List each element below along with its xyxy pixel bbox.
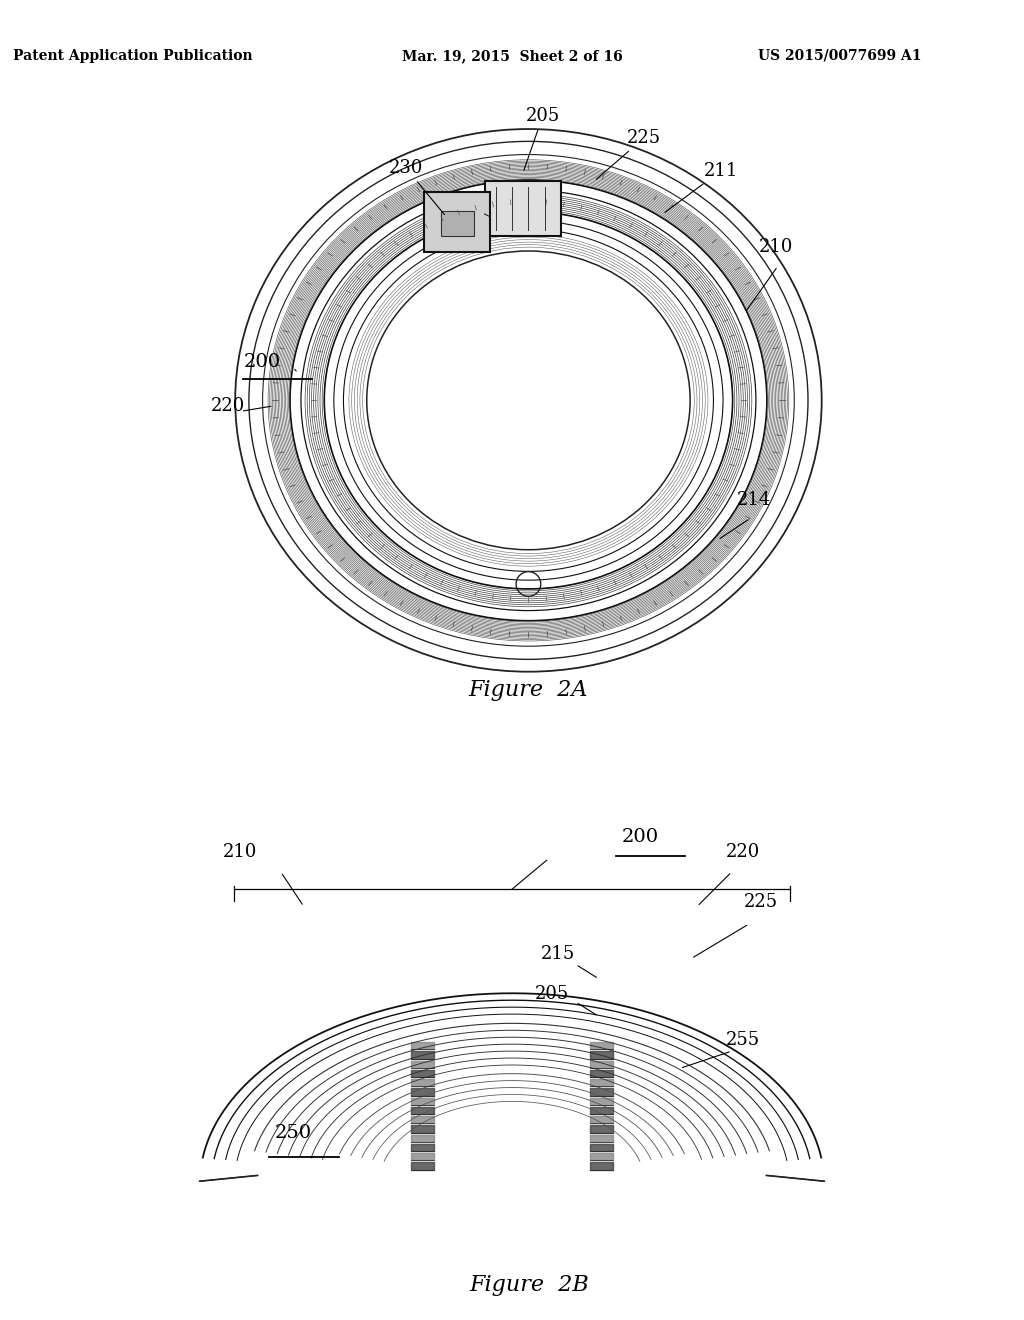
Text: 225: 225 — [743, 892, 777, 911]
Text: Figure  2B: Figure 2B — [469, 1274, 589, 1296]
Bar — [440, 211, 474, 236]
Bar — [424, 193, 490, 252]
Ellipse shape — [367, 251, 690, 549]
Text: Figure  2A: Figure 2A — [469, 680, 588, 701]
Text: US 2015/0077699 A1: US 2015/0077699 A1 — [758, 49, 922, 63]
Text: 230: 230 — [389, 158, 444, 215]
Text: 250: 250 — [274, 1123, 312, 1142]
Text: 210: 210 — [759, 239, 793, 256]
Text: 211: 211 — [665, 161, 738, 213]
Bar — [484, 181, 561, 236]
Text: 220: 220 — [726, 843, 760, 862]
Text: 215: 215 — [541, 945, 575, 962]
Text: 255: 255 — [726, 1031, 760, 1049]
Text: 220: 220 — [211, 397, 245, 416]
Text: 205: 205 — [524, 107, 560, 170]
Text: Mar. 19, 2015  Sheet 2 of 16: Mar. 19, 2015 Sheet 2 of 16 — [401, 49, 623, 63]
Text: 225: 225 — [596, 129, 662, 180]
Text: 210: 210 — [223, 843, 258, 862]
Text: 200: 200 — [244, 352, 281, 371]
Text: 205: 205 — [536, 985, 569, 1003]
Text: Patent Application Publication: Patent Application Publication — [13, 49, 253, 63]
Text: 214: 214 — [736, 491, 771, 508]
Text: 200: 200 — [622, 828, 659, 846]
